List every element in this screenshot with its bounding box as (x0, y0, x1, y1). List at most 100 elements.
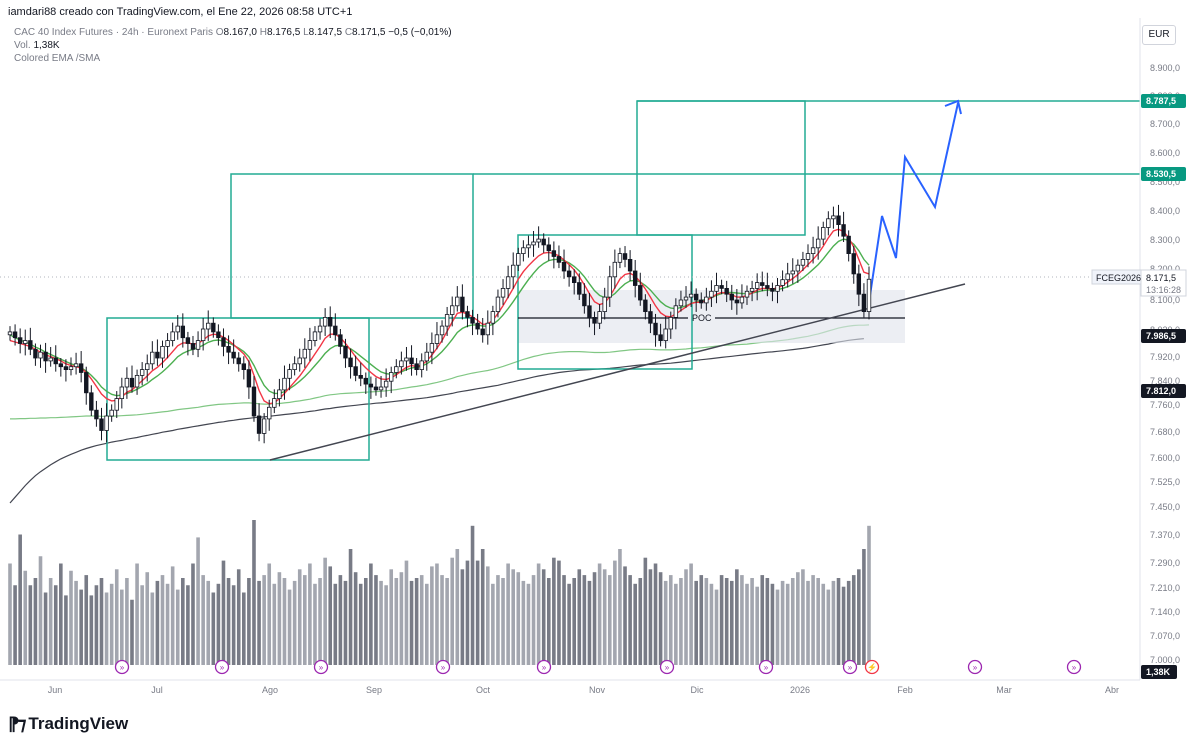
x-tick-label: Feb (897, 685, 913, 695)
volume-bar (353, 572, 358, 665)
x-tick-label: Nov (589, 685, 606, 695)
candle-body (277, 389, 282, 399)
candle-body (58, 363, 64, 368)
candle-body (775, 285, 780, 292)
candle-body (729, 293, 734, 301)
volume-bar (262, 575, 266, 665)
volume-bar (475, 560, 480, 665)
volume-bar (247, 578, 251, 665)
y-tick-label: 7.760,0 (1150, 400, 1180, 410)
candle-body (43, 351, 48, 362)
last-price-text: 8.171,5 (1146, 273, 1176, 283)
tradingview-logo-icon: ⁋⁊ (8, 713, 26, 734)
volume-bar (114, 569, 119, 665)
candle-body (754, 282, 760, 289)
target-box-1[interactable] (230, 173, 474, 319)
symbol-name[interactable]: CAC 40 Index Futures · 24h · Euronext Pa… (14, 27, 213, 38)
candle-body (719, 285, 724, 289)
event-glyph-icon: ⚡ (867, 662, 877, 672)
volume-bar (257, 580, 261, 665)
currency-button[interactable]: EUR (1142, 25, 1176, 45)
candle-body (358, 374, 363, 379)
volume-bar (338, 575, 343, 665)
y-tick-label: 7.600,0 (1150, 453, 1180, 463)
candle-body (592, 316, 597, 324)
candle-body (521, 247, 526, 255)
candle-body (145, 363, 150, 370)
volume-bar (480, 549, 485, 665)
sma-dark-line (9, 338, 864, 504)
volume-bar (811, 575, 815, 665)
candle-body (480, 328, 485, 336)
candle-body (551, 250, 557, 257)
tradingview-footer[interactable]: ⁋⁊ TradingView (8, 712, 128, 736)
volume-bar (84, 575, 89, 665)
x-tick-label: Abr (1105, 685, 1119, 695)
volume-bar (694, 580, 698, 665)
volume-bar (587, 580, 592, 665)
event-marker-icon (313, 659, 329, 675)
low-label: L (303, 27, 309, 38)
candle-body (185, 337, 191, 344)
projection-path[interactable] (868, 102, 959, 303)
range-box-jul-sep[interactable] (106, 317, 370, 461)
volume-bar (836, 578, 841, 665)
candle-body (180, 325, 186, 339)
x-tick-label: Ago (262, 685, 278, 695)
candle-body (770, 287, 775, 292)
event-marker-icon (1066, 659, 1082, 675)
event-marker-icon (435, 659, 451, 675)
volume-bar (440, 575, 444, 665)
volume-bar (125, 578, 129, 665)
countdown-text: 13:16:28 (1146, 285, 1181, 295)
candle-body (861, 293, 867, 313)
indicator-name[interactable]: Colored EMA /SMA (14, 53, 101, 64)
volume-bar (552, 557, 556, 665)
range-box-oct-nov[interactable] (517, 234, 693, 370)
candle-body (399, 360, 404, 368)
volume-bar (379, 580, 383, 665)
volume-bar (242, 592, 246, 665)
volume-bar (430, 566, 434, 665)
volume-bar (226, 578, 231, 665)
candle-body (287, 369, 292, 379)
target-box-2[interactable] (636, 100, 806, 236)
candle-body (450, 305, 455, 315)
volume-bar (28, 585, 33, 665)
candle-body (607, 276, 612, 298)
drawings-layer: POC (0, 99, 1140, 461)
candle-body (17, 337, 23, 344)
volume-bar (399, 572, 404, 665)
candle-body (53, 357, 58, 365)
volume-bar (59, 563, 63, 665)
y-tick-label: 7.680,0 (1150, 427, 1180, 437)
event-glyph-icon: » (764, 663, 769, 672)
volume-bar (424, 583, 429, 665)
candle-body (566, 270, 572, 278)
candle-body (790, 270, 795, 275)
candle-body (638, 285, 643, 301)
volume-bar (592, 572, 597, 665)
y-tick-label: 8.600,0 (1150, 148, 1180, 158)
price-label-box (1141, 94, 1186, 108)
candle-body (363, 377, 368, 385)
trendline[interactable] (269, 283, 966, 461)
volume-bar (572, 578, 576, 665)
volume-bar (38, 556, 43, 665)
candle-body (439, 325, 445, 336)
candle-body (749, 287, 755, 292)
candle-body (38, 351, 43, 359)
volume-bar (272, 583, 277, 665)
volume-bar (318, 578, 322, 665)
volume-bar (414, 578, 419, 665)
candle-body (190, 343, 196, 350)
volume-bar (99, 578, 104, 665)
volume-bar (699, 575, 704, 665)
volume-bars (8, 520, 871, 665)
volume-bar (765, 578, 770, 665)
volume-bar (53, 585, 58, 665)
volume-bar (394, 578, 399, 665)
candle-body (856, 273, 862, 295)
volume-bar (806, 580, 810, 665)
